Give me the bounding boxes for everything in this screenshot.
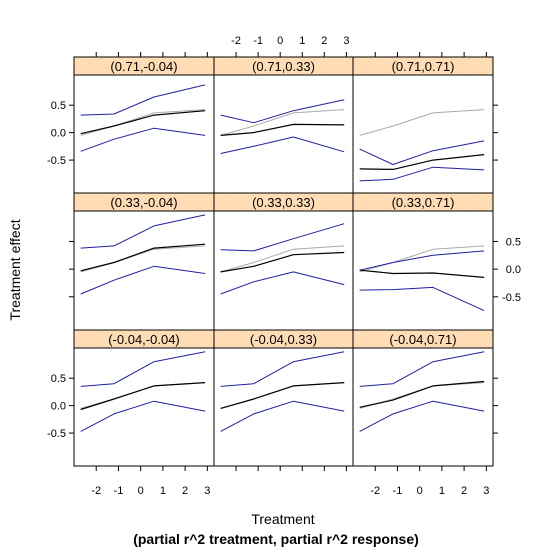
panel-strip-label: (0.71,0.33): [252, 59, 315, 74]
reference-curve: [220, 245, 345, 273]
panel-frame: [352, 347, 494, 467]
panel-strip-label: (0.33,0.71): [392, 195, 455, 210]
upper-bound-line: [359, 250, 485, 271]
panel-strips: (0.71,-0.04) (0.71,0.33) (0.71,0.71) (0.33,…: [73, 56, 494, 349]
lower-bound-line: [220, 400, 345, 432]
x-tick-label: 3: [204, 485, 210, 497]
reference-curve: [359, 245, 485, 273]
y-axis-title: Treatment effect: [7, 219, 23, 320]
x-tick-label: 3: [483, 485, 489, 497]
upper-bound-line: [80, 84, 206, 116]
upper-bound-line: [80, 214, 206, 249]
x-axis-title: Treatment: [251, 511, 314, 527]
y-tick-label: 0.0: [506, 264, 521, 276]
lower-bound-line: [359, 166, 485, 182]
estimate-line: [80, 243, 206, 272]
upper-bound-line: [220, 351, 345, 387]
upper-bound-line: [220, 99, 345, 124]
x-tick-label: 2: [321, 35, 327, 47]
reference-curve: [359, 109, 485, 136]
x-tick-label: -2: [370, 485, 380, 497]
upper-bound-line: [80, 351, 206, 387]
x-tick-label: -1: [114, 485, 124, 497]
panel-frame: [73, 347, 215, 467]
estimate-line: [220, 123, 345, 136]
x-tick-label: 1: [299, 35, 305, 47]
lower-bound-line: [80, 127, 206, 152]
upper-bound-line: [359, 351, 485, 387]
y-tick-label: 0.5: [51, 100, 66, 112]
y-tick-label: -0.5: [47, 155, 66, 167]
y-tick-label: -0.5: [502, 292, 521, 304]
panel-strip-label: (0.33,-0.04): [110, 195, 177, 210]
estimate-line: [80, 110, 206, 135]
x-tick-label: 0: [138, 485, 144, 497]
estimate-line: [359, 380, 485, 408]
x-tick-label: -2: [231, 35, 241, 47]
reference-curve: [80, 245, 206, 273]
axis-ticks: 0.5 0.0 -0.5 -2 -1 0 1 2 3 0.5 0.0 -0.5 0.5 0.0 -0.5 -2…: [47, 35, 521, 497]
panel-frames: [73, 74, 494, 467]
panel-frame: [213, 347, 354, 467]
lower-bound-line: [80, 265, 206, 295]
estimate-line: [359, 269, 485, 278]
estimate-line: [80, 382, 206, 411]
estimate-line: [359, 154, 485, 170]
lower-bound-line: [220, 271, 345, 295]
panel-frame: [73, 210, 215, 331]
panel-frame: [352, 74, 494, 194]
lower-bound-line: [80, 400, 206, 432]
x-tick-label: 1: [439, 485, 445, 497]
y-tick-label: 0.0: [51, 401, 66, 413]
reference-curve: [220, 109, 345, 136]
lower-bound-line: [220, 136, 345, 154]
lower-bound-line: [359, 286, 485, 312]
x-tick-label: 0: [277, 35, 283, 47]
x-tick-label: 0: [417, 485, 423, 497]
panel-strip-label: (-0.04,0.71): [389, 332, 456, 347]
panel-strip-label: (-0.04,-0.04): [108, 332, 180, 347]
y-tick-label: 0.5: [506, 236, 521, 248]
upper-bound-line: [220, 223, 345, 252]
x-tick-label: 1: [160, 485, 166, 497]
panel-strip-label: (0.71,-0.04): [110, 59, 177, 74]
panel-frame: [213, 210, 354, 331]
x-tick-label: -1: [393, 485, 403, 497]
y-tick-label: 0.0: [51, 128, 66, 140]
reference-curve: [80, 109, 206, 136]
chart-series: [80, 84, 485, 432]
x-tick-label: 2: [461, 485, 467, 497]
x-axis-subtitle: (partial r^2 treatment, partial r^2 resp…: [133, 531, 419, 547]
y-tick-label: 0.5: [51, 373, 66, 385]
upper-bound-line: [359, 140, 485, 165]
x-tick-label: -2: [91, 485, 101, 497]
panel-strip-label: (0.71,0.71): [392, 59, 455, 74]
x-tick-label: 3: [343, 35, 349, 47]
y-tick-label: -0.5: [47, 428, 66, 440]
panel-strip-label: (-0.04,0.33): [250, 332, 317, 347]
estimate-line: [220, 382, 345, 409]
x-tick-label: 2: [182, 485, 188, 497]
estimate-line: [220, 251, 345, 273]
lower-bound-line: [359, 400, 485, 432]
panel-frame: [352, 210, 494, 331]
panel-strip-label: (0.33,0.33): [252, 195, 315, 210]
x-tick-label: -1: [253, 35, 263, 47]
